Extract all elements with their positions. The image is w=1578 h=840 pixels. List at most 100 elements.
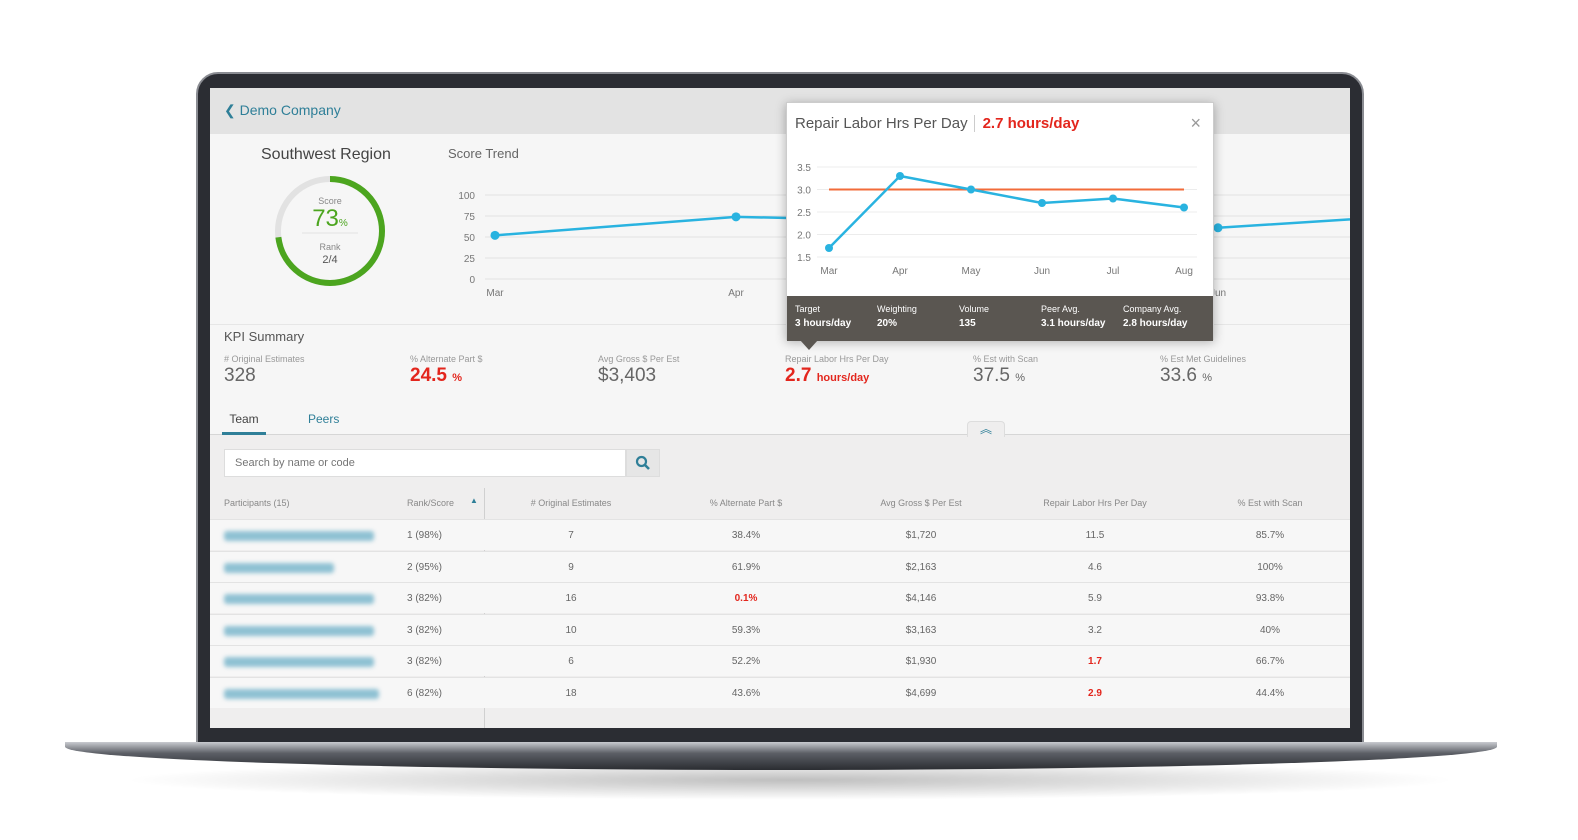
table-cell: 11.5	[1085, 530, 1105, 541]
kpi-item[interactable]: Avg Gross $ Per Est $3,403	[598, 354, 679, 387]
close-icon[interactable]: ×	[1190, 113, 1201, 133]
kpi-label: # Original Estimates	[224, 354, 305, 364]
kpi-point[interactable]	[1180, 203, 1188, 212]
score-value: 73%	[312, 205, 348, 232]
score-gauge	[275, 176, 385, 286]
rank-value: 2/4	[322, 254, 338, 266]
kpi-item[interactable]: # Original Estimates 328	[224, 354, 305, 387]
table-cell: 1.7	[1088, 656, 1102, 667]
column-header[interactable]: % Est with Scan	[1237, 498, 1303, 508]
table-cell: 43.6%	[731, 687, 761, 699]
table-cell: $3,163	[905, 624, 937, 636]
participant-name-redacted[interactable]	[224, 531, 374, 541]
table-row[interactable]: 3 (82%) 6 52.2% $1,930 1.7 66.7%	[210, 645, 1350, 676]
table-cell: 7	[568, 530, 574, 541]
table-cell: 85.7%	[1255, 530, 1285, 541]
score-trend-title: Score Trend	[448, 146, 519, 161]
table-cell: 59.3%	[731, 624, 761, 636]
participant-name-redacted[interactable]	[224, 594, 374, 604]
x-tick-label: Apr	[892, 266, 908, 277]
table-cell: 3 (82%)	[407, 656, 443, 667]
kpi-item[interactable]: % Est Met Guidelines 33.6 %	[1160, 354, 1246, 387]
kpi-item[interactable]: % Est with Scan 37.5 %	[973, 354, 1038, 387]
table-cell: $2,163	[905, 561, 937, 573]
participant-name-redacted[interactable]	[224, 625, 374, 636]
column-header[interactable]: Repair Labor Hrs Per Day	[1043, 498, 1147, 508]
y-tick-label: 50	[464, 233, 476, 244]
kpi-value: 33.6 %	[1160, 365, 1213, 386]
trend-point[interactable]	[731, 212, 741, 222]
kpi-detail-popup: Repair Labor Hrs Per Day 2.7 hours/day × …	[786, 102, 1214, 341]
search-button[interactable]	[626, 449, 660, 477]
participant-name-redacted[interactable]	[224, 688, 379, 699]
table-cell: 6	[568, 656, 574, 667]
popup-stat: Company Avg. 2.8 hours/day	[1123, 304, 1188, 329]
popup-stat: Volume 135	[959, 304, 990, 329]
kpi-point[interactable]	[967, 185, 975, 194]
collapse-button[interactable]: ︽	[967, 421, 1005, 437]
table-cell: $4,699	[905, 687, 937, 699]
table-cell: 0.1%	[734, 593, 758, 604]
kpi-point[interactable]	[1109, 194, 1117, 203]
kpi-item[interactable]: % Alternate Part $24.5 %	[410, 354, 483, 387]
y-tick-label: 2.0	[797, 231, 811, 242]
back-label: Demo Company	[239, 102, 341, 118]
y-tick-label: 2.5	[797, 208, 811, 219]
back-link[interactable]: ❮ Demo Company	[224, 102, 341, 119]
table-cell: 52.2%	[731, 656, 761, 667]
table-cell: 9	[568, 561, 574, 573]
table-row[interactable]: 3 (82%) 16 0.1% $4,146 5.9 93.8%	[210, 582, 1350, 613]
participant-name-redacted[interactable]	[224, 657, 374, 667]
kpi-value: 37.5 %	[973, 365, 1026, 386]
kpi-label: Repair Labor Hrs Per Day	[785, 354, 889, 364]
y-tick-label: 3.5	[797, 163, 811, 174]
y-tick-label: 3.0	[797, 186, 811, 197]
column-header[interactable]: Avg Gross $ Per Est	[880, 498, 962, 508]
trend-point[interactable]	[1213, 223, 1223, 233]
table-row[interactable]: 1 (98%) 7 38.4% $1,720 11.5 85.7%	[210, 519, 1350, 550]
kpi-point[interactable]	[896, 172, 904, 180]
y-tick-label: 25	[464, 254, 476, 265]
table-cell: 100%	[1257, 561, 1283, 573]
column-header[interactable]: # Original Estimates	[530, 498, 612, 508]
kpi-point[interactable]	[825, 244, 833, 252]
popup-title: Repair Labor Hrs Per Day 2.7 hours/day	[795, 115, 1080, 132]
score-label: Score	[318, 196, 342, 206]
search-input[interactable]	[224, 449, 626, 477]
table-cell: $4,146	[905, 593, 937, 604]
gauge-fill	[275, 176, 385, 286]
y-tick-label: 0	[469, 275, 475, 286]
sort-icon[interactable]: ▲	[470, 496, 478, 505]
table-cell: 93.8%	[1255, 593, 1285, 604]
table-cell: 3 (82%)	[407, 624, 443, 636]
table-cell: 3.2	[1088, 624, 1102, 636]
table-row[interactable]: 6 (82%) 18 43.6% $4,699 2.9 44.4%	[210, 676, 1350, 708]
popup-stat: Peer Avg. 3.1 hours/day	[1041, 304, 1106, 329]
table-row[interactable]: 3 (82%) 10 59.3% $3,163 3.2 40%	[210, 613, 1350, 645]
column-header[interactable]: Participants (15)	[224, 498, 290, 508]
table-cell: 18	[565, 687, 577, 699]
table-row[interactable]: 2 (95%) 9 61.9% $2,163 4.6 100%	[210, 550, 1350, 582]
tab-team[interactable]: Team	[222, 412, 266, 435]
column-header[interactable]: Rank/Score	[407, 498, 455, 508]
trend-point[interactable]	[490, 230, 500, 240]
x-tick-label: Apr	[728, 288, 744, 299]
kpi-point[interactable]	[1038, 199, 1046, 207]
kpi-value: 328	[224, 365, 256, 386]
x-tick-label: Mar	[820, 266, 838, 277]
popup-pointer	[800, 340, 818, 350]
x-tick-label: Jun	[1034, 266, 1050, 277]
kpi-label: % Alternate Part $	[410, 354, 483, 364]
popup-value: 2.7 hours/day	[973, 115, 1080, 132]
y-tick-label: 1.5	[797, 253, 811, 264]
x-tick-label: May	[962, 266, 981, 277]
kpi-label: Avg Gross $ Per Est	[598, 354, 680, 364]
popup-chart: 3.5 3.0 2.5 2.0 1.5 Mar Apr May Jun Jul Aug	[797, 163, 1197, 277]
column-header[interactable]: % Alternate Part $	[709, 498, 783, 508]
x-tick-label: Mar	[486, 288, 504, 299]
tab-peers[interactable]: Peers	[308, 412, 340, 426]
table-cell: 1 (98%)	[407, 530, 443, 541]
kpi-item[interactable]: Repair Labor Hrs Per Day 2.7 hours/day	[785, 354, 889, 387]
chevron-left-icon: ❮	[224, 102, 240, 118]
participant-name-redacted[interactable]	[224, 562, 334, 573]
